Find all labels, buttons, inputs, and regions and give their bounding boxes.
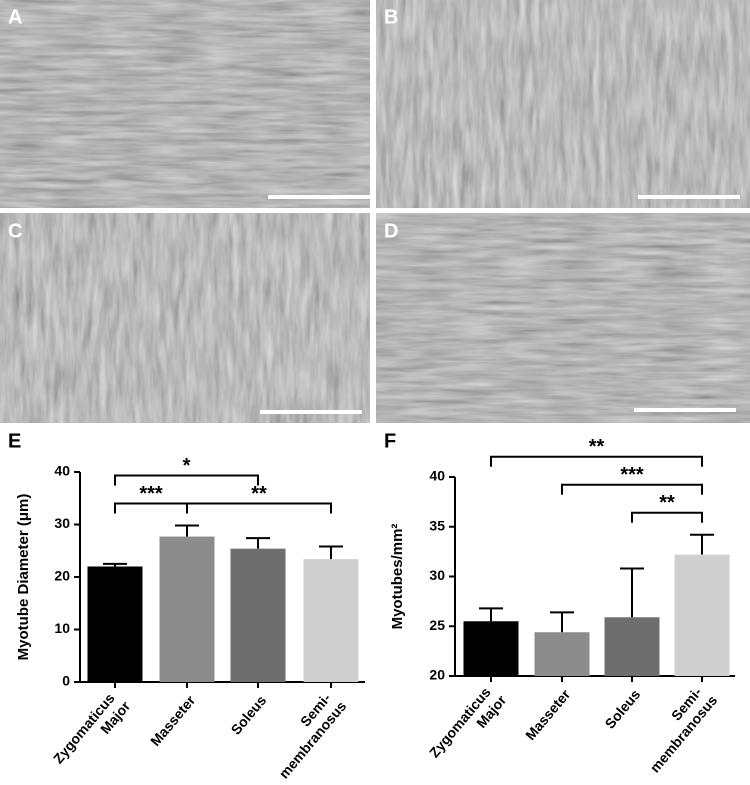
bar: [87, 566, 143, 682]
significance-bracket: [114, 474, 259, 486]
significance-bracket: [631, 511, 703, 523]
x-tick-label: Soleus: [601, 686, 643, 732]
y-tick-label: 40: [54, 463, 70, 479]
significance-label: **: [589, 436, 605, 458]
bar: [604, 617, 660, 676]
y-axis-label: Myotubes/mm²: [389, 524, 406, 630]
y-tick-label: 30: [429, 567, 445, 583]
bar: [534, 632, 590, 676]
x-tick-label: Masseter: [522, 686, 574, 743]
y-tick-label: 20: [54, 568, 70, 584]
significance-bracket: [114, 502, 188, 514]
y-tick-label: 30: [54, 515, 70, 531]
panel-label: F: [384, 430, 396, 452]
x-tick-label: Semi- membranosus: [262, 687, 349, 780]
x-tick-label: Soleus: [227, 692, 269, 738]
micrograph-b: [376, 0, 750, 208]
panel-label: B: [384, 6, 398, 28]
x-tick-label: Zygomaticus Major: [50, 686, 134, 777]
significance-bracket: [561, 483, 703, 495]
significance-label: **: [251, 483, 267, 505]
micrograph-a: [0, 0, 370, 208]
bar: [303, 559, 359, 682]
significance-label: **: [659, 492, 675, 514]
micrograph-c: [0, 213, 370, 423]
significance-bracket: [186, 502, 332, 514]
micrograph-d: [376, 213, 750, 423]
y-tick-label: 20: [429, 667, 445, 683]
bar: [674, 554, 730, 676]
y-tick-label: 35: [429, 517, 445, 533]
significance-label: ***: [139, 483, 163, 505]
panel-label: E: [8, 430, 21, 452]
significance-label: ***: [620, 464, 644, 486]
y-tick-label: 25: [429, 617, 445, 633]
y-tick-label: 10: [54, 620, 70, 636]
y-tick-label: 40: [429, 468, 445, 484]
panel-label: A: [8, 6, 22, 28]
panel-label: D: [384, 220, 398, 242]
y-axis-label: Myotube Diameter (μm): [15, 494, 32, 661]
bar: [463, 621, 519, 676]
bar: [159, 536, 215, 682]
panel-label: C: [8, 220, 22, 242]
significance-label: *: [183, 455, 191, 477]
x-tick-label: Masseter: [147, 692, 199, 749]
bar: [230, 548, 286, 682]
y-tick-label: 0: [62, 673, 70, 689]
significance-bracket: [490, 455, 703, 467]
x-tick-label: Zygomaticus Major: [426, 680, 510, 771]
x-tick-label: Semi- membranosus: [633, 681, 720, 776]
